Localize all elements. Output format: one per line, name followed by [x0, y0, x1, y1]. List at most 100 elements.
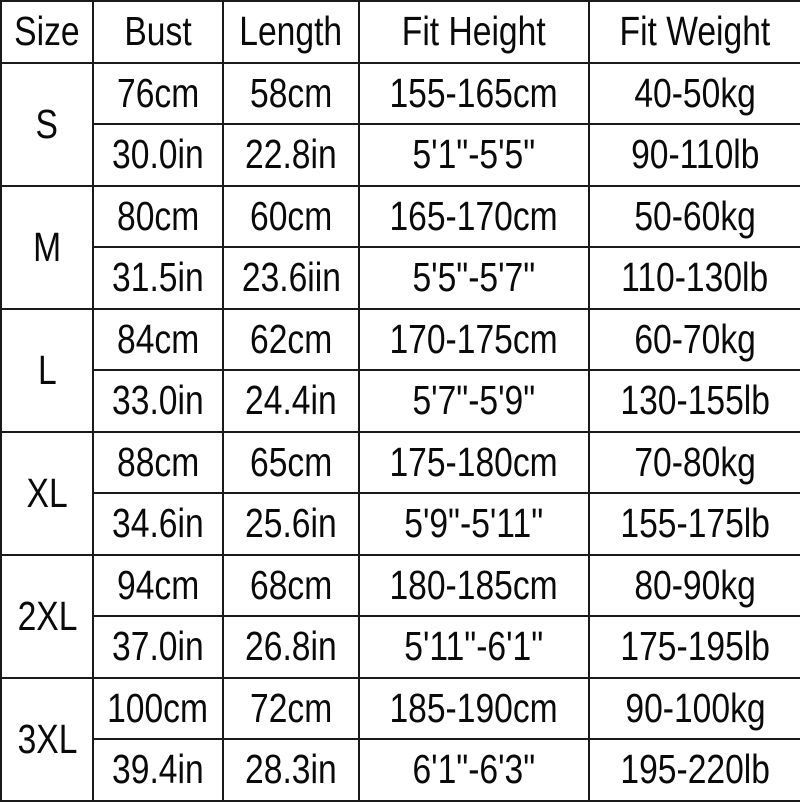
measurement-cell: 6'1"-6'3": [358, 738, 590, 802]
column-header: Size: [0, 0, 94, 64]
measurement-cell: 76cm: [92, 61, 224, 125]
size-cell: 2XL: [0, 553, 94, 679]
measurement-value: 37.0in: [112, 623, 204, 670]
table-row-m-cm: M 80cm 60cm 165-170cm 50-60kg: [0, 184, 800, 310]
measurement-cell: 185-190cm: [358, 676, 590, 740]
measurement-cell: 68cm: [222, 553, 360, 617]
measurement-cell: 175-180cm: [358, 430, 590, 494]
measurement-cell: 24.4in: [222, 369, 360, 433]
measurement-cell: 80cm: [92, 184, 224, 248]
size-label: 3XL: [17, 715, 77, 762]
measurement-cell: 90-110lb: [588, 123, 800, 187]
table-row-l-in: 33.0in 24.4in 5'7"-5'9" 130-155lb: [1, 369, 800, 433]
table-row-l-cm: L 84cm 62cm 170-175cm 60-70kg: [0, 307, 800, 433]
measurement-cell: 33.0in: [92, 369, 224, 433]
measurement-cell: 5'5"-5'7": [358, 246, 590, 310]
measurement-cell: 28.3in: [222, 738, 360, 802]
measurement-value: 31.5in: [112, 254, 204, 301]
measurement-value: 30.0in: [112, 131, 204, 178]
size-cell: S: [0, 61, 94, 187]
measurement-value: 90-110lb: [630, 131, 760, 178]
measurement-cell: 50-60kg: [588, 184, 800, 248]
measurement-cell: 195-220lb: [588, 738, 800, 802]
measurement-value: 170-175cm: [389, 315, 559, 362]
size-cell: 3XL: [0, 676, 94, 802]
size-label: L: [37, 346, 57, 393]
measurement-value: 40-50kg: [634, 69, 756, 116]
measurement-value: 94cm: [116, 561, 200, 608]
measurement-cell: 80-90kg: [588, 553, 800, 617]
column-header: Fit Height: [358, 0, 590, 64]
measurement-value: 110-130lb: [621, 254, 769, 301]
column-header-label: Bust: [124, 8, 192, 55]
table-row-s-cm: S 76cm 58cm 155-165cm 40-50kg: [0, 61, 800, 187]
measurement-value: 175-180cm: [389, 438, 559, 485]
measurement-cell: 65cm: [222, 430, 360, 494]
measurement-cell: 22.8in: [222, 123, 360, 187]
measurement-cell: 88cm: [92, 430, 224, 494]
measurement-value: 5'5"-5'7": [412, 254, 536, 301]
measurement-value: 5'11"-6'1": [404, 623, 544, 670]
measurement-cell: 40-50kg: [588, 61, 800, 125]
measurement-value: 23.6iin: [241, 254, 341, 301]
measurement-cell: 130-155lb: [588, 369, 800, 433]
measurement-cell: 60-70kg: [588, 307, 800, 371]
measurement-value: 175-195lb: [620, 623, 770, 670]
column-header: Fit Weight: [588, 0, 800, 64]
measurement-cell: 60cm: [222, 184, 360, 248]
table-row-3xl-cm: 3XL 100cm 72cm 185-190cm 90-100kg: [0, 676, 800, 802]
measurement-value: 26.8in: [245, 623, 337, 670]
measurement-value: 165-170cm: [389, 192, 559, 239]
measurement-cell: 180-185cm: [358, 553, 590, 617]
measurement-value: 130-155lb: [620, 377, 770, 424]
size-label: 2XL: [17, 592, 77, 639]
measurement-cell: 58cm: [222, 61, 360, 125]
measurement-cell: 5'1"-5'5": [358, 123, 590, 187]
measurement-value: 33.0in: [112, 377, 204, 424]
table-row-2xl-cm: 2XL 94cm 68cm 180-185cm 80-90kg: [0, 553, 800, 679]
column-header: Bust: [92, 0, 224, 64]
measurement-value: 28.3in: [245, 746, 337, 793]
measurement-cell: 26.8in: [222, 615, 360, 679]
measurement-value: 195-220lb: [620, 746, 770, 793]
table-row-3xl-in: 39.4in 28.3in 6'1"-6'3" 195-220lb: [1, 738, 800, 802]
measurement-cell: 23.6iin: [222, 246, 360, 310]
column-header: Length: [222, 0, 360, 64]
measurement-value: 25.6in: [245, 500, 337, 547]
measurement-value: 50-60kg: [634, 192, 756, 239]
measurement-cell: 39.4in: [92, 738, 224, 802]
measurement-value: 60-70kg: [634, 315, 756, 362]
measurement-cell: 5'11"-6'1": [358, 615, 590, 679]
measurement-value: 5'1"-5'5": [412, 131, 536, 178]
measurement-value: 5'9"-5'11": [404, 500, 544, 547]
measurement-value: 155-165cm: [389, 69, 559, 116]
column-header-label: Length: [239, 8, 343, 55]
measurement-cell: 34.6in: [92, 492, 224, 556]
measurement-value: 62cm: [249, 315, 333, 362]
measurement-value: 80cm: [116, 192, 200, 239]
measurement-cell: 155-175lb: [588, 492, 800, 556]
measurement-value: 80-90kg: [634, 561, 756, 608]
table-row-s-in: 30.0in 22.8in 5'1"-5'5" 90-110lb: [1, 123, 800, 187]
measurement-cell: 170-175cm: [358, 307, 590, 371]
measurement-cell: 84cm: [92, 307, 224, 371]
table-row-m-in: 31.5in 23.6iin 5'5"-5'7" 110-130lb: [1, 246, 800, 310]
measurement-value: 65cm: [249, 438, 333, 485]
measurement-value: 70-80kg: [634, 438, 756, 485]
size-label: XL: [26, 469, 68, 516]
size-cell: M: [0, 184, 94, 310]
measurement-value: 24.4in: [245, 377, 337, 424]
measurement-cell: 94cm: [92, 553, 224, 617]
measurement-value: 6'1"-6'3": [412, 746, 536, 793]
measurement-value: 180-185cm: [389, 561, 559, 608]
measurement-cell: 155-165cm: [358, 61, 590, 125]
column-header-label: Fit Weight: [619, 8, 771, 55]
measurement-value: 39.4in: [112, 746, 204, 793]
size-cell: L: [0, 307, 94, 433]
measurement-value: 155-175lb: [620, 500, 770, 547]
header-row: Size Bust Length Fit Height Fit Weight: [0, 0, 800, 64]
measurement-cell: 100cm: [92, 676, 224, 740]
size-label: S: [35, 100, 59, 147]
measurement-value: 58cm: [249, 69, 333, 116]
